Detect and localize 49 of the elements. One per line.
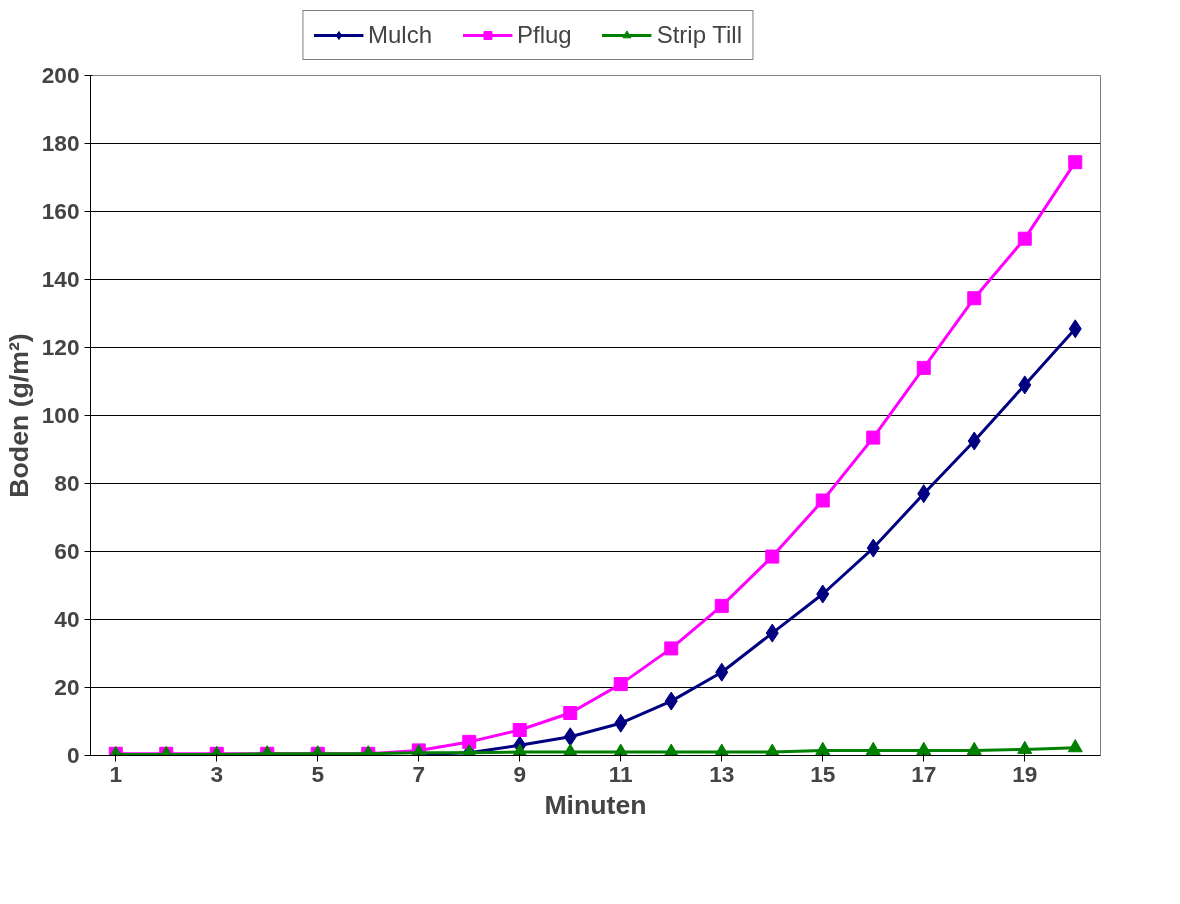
x-tick-label: 15 — [810, 760, 836, 787]
x-tick-label: 1 — [109, 760, 123, 787]
y-tick-label: 0 — [66, 742, 80, 768]
point — [714, 598, 729, 613]
y-axis-title: Boden (g/m²) — [3, 333, 34, 498]
point — [1068, 155, 1083, 170]
point — [1018, 375, 1032, 395]
y-tick-label: 100 — [41, 402, 80, 428]
point — [816, 584, 830, 604]
point — [1067, 739, 1083, 753]
y-tick-label: 20 — [54, 674, 80, 700]
point — [967, 291, 982, 306]
x-tick-label: 11 — [608, 760, 633, 787]
point — [1017, 231, 1032, 246]
x-tick-label: 17 — [911, 760, 937, 787]
point — [815, 741, 831, 755]
y-tick-label: 140 — [41, 266, 80, 292]
y-tick-label: 120 — [41, 334, 80, 360]
point — [916, 360, 931, 375]
point — [1017, 740, 1033, 754]
y-tick-label: 80 — [54, 470, 80, 496]
point — [715, 662, 729, 682]
point — [967, 431, 981, 451]
point — [966, 741, 982, 755]
legend-label: Pflug — [516, 21, 572, 49]
y-tick-label: 40 — [54, 606, 80, 632]
legend-label: Strip Till — [656, 21, 743, 49]
x-tick-label: 7 — [412, 760, 426, 787]
y-tick-label: 200 — [41, 62, 80, 88]
x-tick-label: 9 — [513, 760, 527, 787]
x-axis-title: Minuten — [544, 789, 647, 820]
point — [815, 493, 830, 508]
y-tick-label: 60 — [54, 538, 80, 564]
y-tick-label: 180 — [41, 130, 80, 156]
x-tick-label: 13 — [709, 760, 735, 787]
point — [917, 484, 931, 504]
point — [866, 430, 881, 445]
x-tick-label: 5 — [311, 760, 325, 787]
point — [664, 641, 679, 656]
point — [865, 741, 881, 755]
x-tick-label: 19 — [1012, 760, 1038, 787]
point — [765, 549, 780, 564]
legend-label: Mulch — [367, 21, 432, 49]
y-tick-label: 160 — [41, 198, 80, 224]
point — [765, 623, 779, 643]
point — [1068, 319, 1082, 339]
point — [916, 741, 932, 755]
point — [866, 538, 880, 558]
x-tick-label: 3 — [210, 760, 224, 787]
